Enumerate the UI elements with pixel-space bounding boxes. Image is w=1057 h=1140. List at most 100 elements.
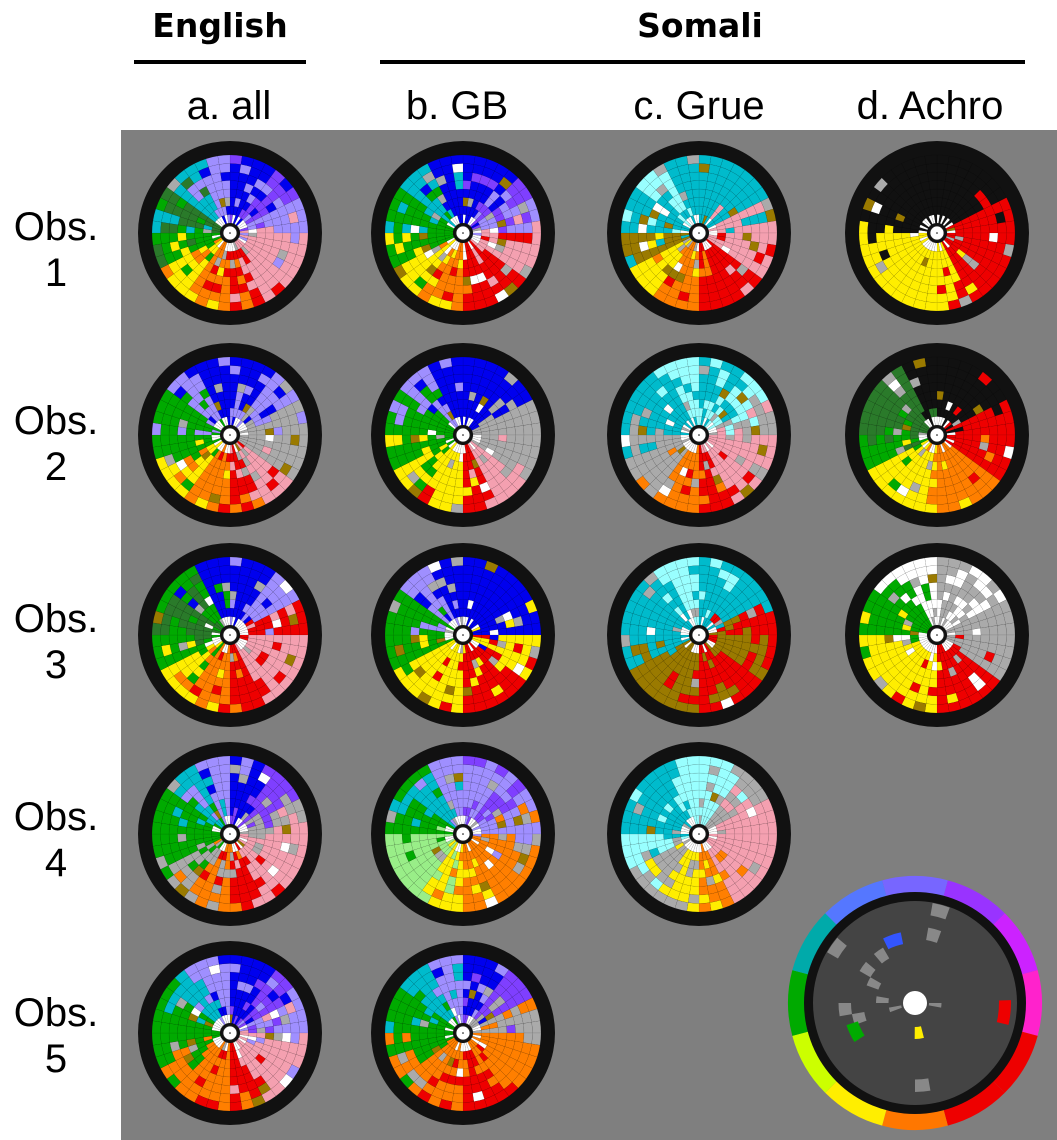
wheel-cell xyxy=(682,676,693,688)
wheel-cell xyxy=(528,844,541,859)
wheel-cell xyxy=(240,412,250,423)
wheel-cell xyxy=(881,281,897,297)
wheel-cell xyxy=(208,254,219,265)
wheel-cell xyxy=(740,618,752,629)
wheel-cell xyxy=(997,434,1007,447)
wheel-cell xyxy=(693,242,698,252)
wheel-cell xyxy=(462,686,473,697)
wheel-cell xyxy=(237,282,250,294)
wheel-cell xyxy=(195,618,207,627)
wheel-cell xyxy=(469,476,480,488)
wheel-cell xyxy=(239,692,252,704)
wheel-cell xyxy=(472,234,482,239)
wheel-cell xyxy=(698,407,704,417)
wheel-cell xyxy=(451,859,460,870)
wheel-cell xyxy=(177,224,187,234)
wheel-cell xyxy=(264,232,275,241)
wheel-cell xyxy=(944,574,957,586)
wheel-cell xyxy=(679,647,689,658)
wheel-cell xyxy=(235,641,244,651)
wheel-cell xyxy=(220,284,231,295)
wheel-cell xyxy=(284,802,297,816)
wheel-cell xyxy=(244,643,255,652)
wheel-cell xyxy=(458,205,464,215)
wheel-cell xyxy=(725,434,735,441)
wheel-cell xyxy=(523,833,533,846)
wheel-cell xyxy=(221,608,228,618)
wheel-cell xyxy=(936,573,947,584)
wheel-cell xyxy=(912,271,924,284)
wheel-cell xyxy=(210,412,220,423)
wheel-cell xyxy=(912,673,924,686)
wheel-cell xyxy=(469,676,480,688)
wheel-cell xyxy=(484,211,495,222)
wheel-cell xyxy=(882,458,895,472)
legend-hue-segment xyxy=(825,880,887,926)
wheel-cell xyxy=(281,425,292,436)
wheel-cell xyxy=(466,798,475,809)
wheel-cell xyxy=(674,443,685,452)
wheel-cell xyxy=(948,456,959,467)
wheel-cell xyxy=(920,658,929,670)
wheel-cell xyxy=(729,385,743,399)
wheel-cell xyxy=(753,802,766,816)
wheel-cell xyxy=(203,637,213,644)
wheel-cell xyxy=(946,290,959,302)
wheel-cell xyxy=(404,205,417,218)
wheel-cell xyxy=(462,293,475,303)
wheel-cell xyxy=(715,839,725,847)
wheel-cell xyxy=(687,859,696,870)
wheel-cell xyxy=(265,275,280,290)
wheel-cell xyxy=(727,248,739,260)
wheel-cell xyxy=(947,700,962,713)
wheel-cell xyxy=(963,634,973,641)
wheel-cell xyxy=(686,249,694,259)
wheel-cell xyxy=(151,434,162,448)
wheel-cell xyxy=(901,496,916,510)
wheel-cell xyxy=(418,627,429,636)
wheel-cell xyxy=(242,445,253,455)
wheel-cell xyxy=(986,442,998,455)
wheel-cell xyxy=(499,864,513,878)
wheel-cell xyxy=(753,453,766,467)
wheel-cell xyxy=(920,256,929,268)
wheel-cell xyxy=(413,176,428,191)
wheel-cell xyxy=(260,471,274,485)
wheel-cell xyxy=(720,560,735,574)
wheel-cell xyxy=(701,417,708,427)
wheel-cell xyxy=(229,607,235,617)
wheel-cell xyxy=(413,275,428,290)
wheel-cell xyxy=(905,268,918,281)
wheel-cell xyxy=(207,445,218,455)
wheel-cell xyxy=(462,590,471,601)
wheel-cell xyxy=(740,840,752,851)
wheel-cell xyxy=(245,595,257,607)
wheel-cell xyxy=(737,208,750,220)
wheel-cell xyxy=(198,399,210,411)
wheel-cell xyxy=(462,764,475,774)
wheel-cell xyxy=(901,429,911,436)
wheel-cell xyxy=(410,618,422,629)
wheel-cell xyxy=(472,891,485,903)
wheel-cell xyxy=(248,767,262,780)
wheel-center-dot xyxy=(229,434,231,436)
wheel-cell xyxy=(945,410,954,421)
wheel-cell xyxy=(465,807,472,817)
wheel-cell xyxy=(412,448,425,460)
wheel-cell xyxy=(462,382,472,392)
wheel-cell xyxy=(224,860,231,870)
wheel-cell xyxy=(401,824,412,835)
wheel-cell xyxy=(450,850,458,860)
header-somali-rule xyxy=(380,60,1025,64)
wheel-cell xyxy=(880,670,895,685)
wheel-cell xyxy=(498,403,511,416)
wheel-cell xyxy=(986,191,1000,206)
wheel-cell xyxy=(881,683,897,699)
wheel-cell xyxy=(205,643,216,652)
wheel-cell xyxy=(224,259,231,269)
wheel-cell xyxy=(677,891,690,903)
wheel-cell xyxy=(662,380,676,393)
wheel-cell xyxy=(942,239,951,249)
wheel-cell xyxy=(878,407,891,420)
wheel-cell xyxy=(426,477,440,490)
